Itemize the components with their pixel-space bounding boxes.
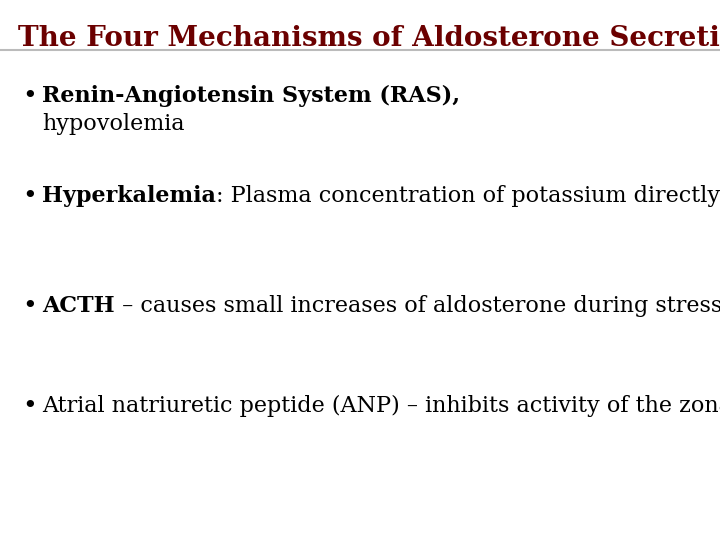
Text: Hyperkalemia: Hyperkalemia: [42, 185, 216, 207]
Text: hypovolemia: hypovolemia: [42, 113, 184, 135]
Text: •: •: [22, 185, 37, 208]
Text: The Four Mechanisms of Aldosterone Secretion: The Four Mechanisms of Aldosterone Secre…: [18, 25, 720, 52]
Text: •: •: [22, 295, 37, 318]
Text: •: •: [22, 395, 37, 418]
Text: : Plasma concentration of potassium directly influences the zona glomerulosa cel: : Plasma concentration of potassium dire…: [216, 185, 720, 207]
Text: ACTH: ACTH: [42, 295, 114, 317]
Text: Atrial natriuretic peptide (ANP) – inhibits activity of the zona glomerulosa and: Atrial natriuretic peptide (ANP) – inhib…: [42, 395, 720, 417]
Text: Renin-Angiotensin System (RAS),: Renin-Angiotensin System (RAS),: [42, 85, 460, 107]
Text: •: •: [22, 85, 37, 108]
Text: – causes small increases of aldosterone during stress: – causes small increases of aldosterone …: [114, 295, 720, 317]
